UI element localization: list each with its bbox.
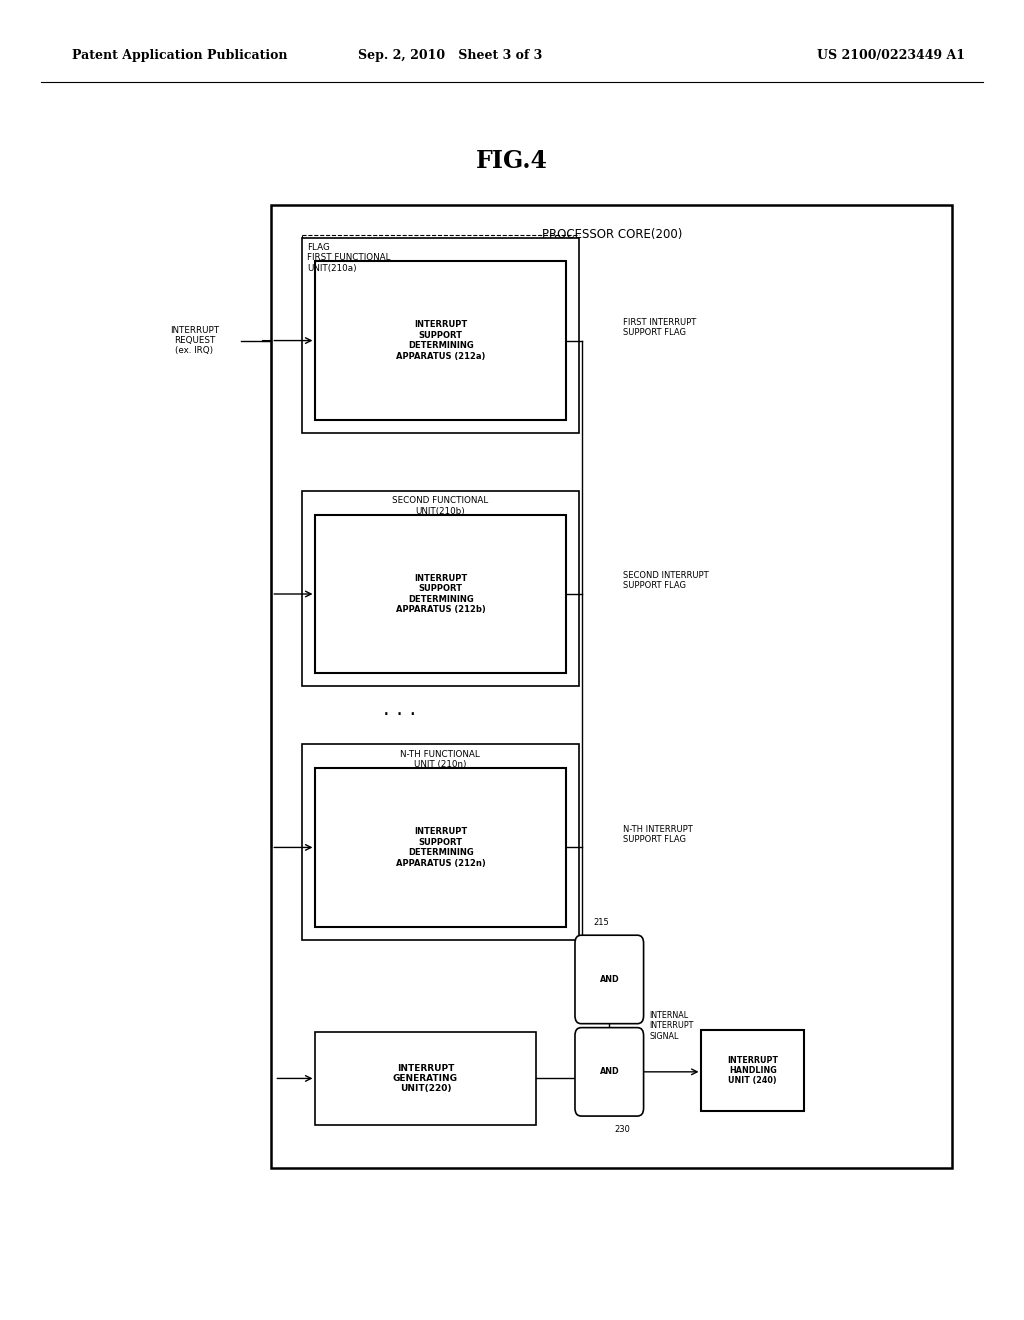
FancyBboxPatch shape xyxy=(575,935,644,1024)
Text: INTERRUPT
SUPPORT
DETERMINING
APPARATUS (212n): INTERRUPT SUPPORT DETERMINING APPARATUS … xyxy=(396,828,485,867)
Text: INTERRUPT
HANDLING
UNIT (240): INTERRUPT HANDLING UNIT (240) xyxy=(727,1056,778,1085)
Text: INTERNAL
INTERRUPT
SIGNAL: INTERNAL INTERRUPT SIGNAL xyxy=(649,1011,694,1040)
Text: SECOND INTERRUPT
SUPPORT FLAG: SECOND INTERRUPT SUPPORT FLAG xyxy=(623,572,709,590)
Text: 230: 230 xyxy=(614,1125,631,1134)
Text: INTERRUPT
REQUEST
(ex. IRQ): INTERRUPT REQUEST (ex. IRQ) xyxy=(170,326,219,355)
Bar xyxy=(315,515,566,673)
Text: AND: AND xyxy=(599,975,620,983)
Text: INTERRUPT
SUPPORT
DETERMINING
APPARATUS (212b): INTERRUPT SUPPORT DETERMINING APPARATUS … xyxy=(396,574,485,614)
Text: INTERRUPT
SUPPORT
DETERMINING
APPARATUS (212a): INTERRUPT SUPPORT DETERMINING APPARATUS … xyxy=(396,321,485,360)
Text: · · ·: · · · xyxy=(383,705,416,726)
Text: SECOND FUNCTIONAL
UNIT(210b): SECOND FUNCTIONAL UNIT(210b) xyxy=(392,496,488,516)
Text: N-TH FUNCTIONAL
UNIT (210n): N-TH FUNCTIONAL UNIT (210n) xyxy=(400,750,480,770)
Text: FIRST INTERRUPT
SUPPORT FLAG: FIRST INTERRUPT SUPPORT FLAG xyxy=(623,318,696,337)
Text: PROCESSOR CORE(200): PROCESSOR CORE(200) xyxy=(542,228,682,242)
Bar xyxy=(315,261,566,420)
Bar xyxy=(315,1032,536,1125)
FancyBboxPatch shape xyxy=(575,1027,644,1117)
Text: FLAG
FIRST FUNCTIONAL
UNIT(210a): FLAG FIRST FUNCTIONAL UNIT(210a) xyxy=(307,243,391,273)
Text: Patent Application Publication: Patent Application Publication xyxy=(72,49,287,62)
Text: US 2100/0223449 A1: US 2100/0223449 A1 xyxy=(817,49,965,62)
Bar xyxy=(302,491,579,686)
Bar xyxy=(302,238,579,433)
Bar xyxy=(302,744,579,940)
Bar xyxy=(701,1030,804,1111)
Text: AND: AND xyxy=(599,1068,620,1076)
Text: Sep. 2, 2010   Sheet 3 of 3: Sep. 2, 2010 Sheet 3 of 3 xyxy=(358,49,543,62)
Text: FIG.4: FIG.4 xyxy=(476,149,548,173)
Text: N-TH INTERRUPT
SUPPORT FLAG: N-TH INTERRUPT SUPPORT FLAG xyxy=(623,825,692,843)
Bar xyxy=(315,768,566,927)
Text: INTERRUPT
GENERATING
UNIT(220): INTERRUPT GENERATING UNIT(220) xyxy=(393,1064,458,1093)
Text: 215: 215 xyxy=(593,919,609,927)
Bar xyxy=(271,205,952,1168)
